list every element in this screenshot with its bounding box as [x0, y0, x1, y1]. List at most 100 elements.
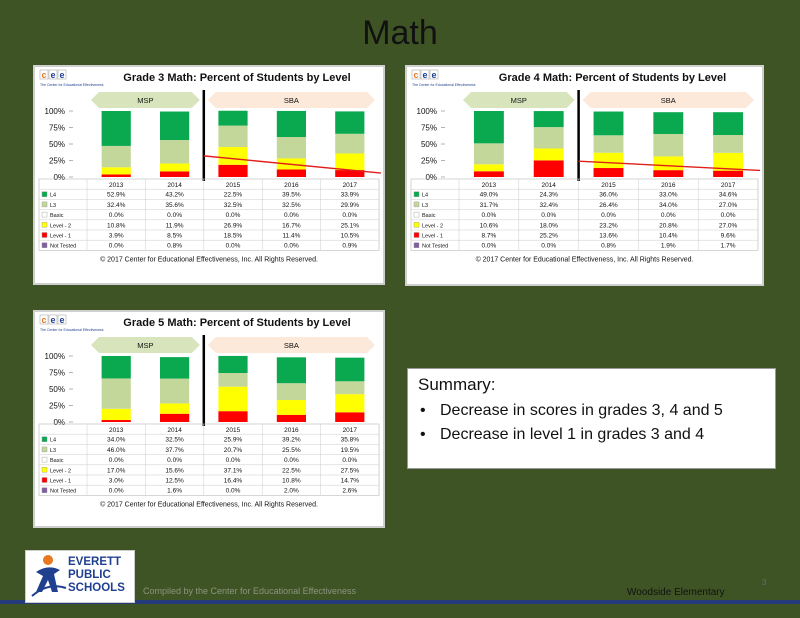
- y-tick-label: 75%: [421, 124, 437, 133]
- legend-swatch: [413, 211, 420, 218]
- data-label: 8.5%: [167, 233, 182, 240]
- y-tick-label: 0%: [53, 418, 65, 427]
- legend-swatch: [413, 191, 420, 197]
- x-tick-label: 2016: [661, 182, 676, 189]
- cee-logo-box: [39, 314, 49, 325]
- data-label: 0.0%: [721, 212, 736, 219]
- bar-segment: [473, 143, 504, 165]
- data-label: 2.0%: [284, 488, 299, 495]
- data-label: 16.4%: [224, 478, 243, 485]
- bar-segment: [160, 413, 190, 422]
- x-tick-label: 2016: [284, 427, 299, 434]
- x-tick-label: 2013: [109, 182, 124, 189]
- y-tick-label: 75%: [49, 369, 65, 378]
- footer-school: Woodside Elementary: [627, 587, 725, 598]
- x-tick-label: 2017: [721, 182, 736, 189]
- logo-line: EVERETT: [68, 556, 122, 568]
- group-band-label: MSP: [137, 96, 153, 105]
- cee-logo-box: [429, 69, 439, 80]
- data-label: 9.6%: [721, 233, 736, 240]
- data-label: 20.7%: [224, 447, 243, 454]
- legend-label: Not Tested: [422, 244, 448, 250]
- data-label: 32.5%: [224, 202, 243, 209]
- bar-segment: [218, 373, 248, 387]
- data-label: 0.0%: [481, 243, 496, 250]
- cee-logo-letter: e: [59, 70, 64, 80]
- data-label: 14.7%: [341, 478, 360, 485]
- data-label: 0.8%: [167, 243, 182, 250]
- data-label: 0.0%: [226, 243, 241, 250]
- cee-logo-letter: e: [50, 70, 55, 80]
- data-label: 1.7%: [721, 243, 736, 250]
- data-label: 0.0%: [167, 457, 182, 464]
- cee-logo-tagline: The Center for Educational Effectiveness: [412, 83, 476, 87]
- cee-logo-box: [48, 314, 58, 325]
- y-tick-label: 50%: [49, 140, 65, 149]
- chart-title: Grade 5 Math: Percent of Students by Lev…: [123, 317, 350, 329]
- legend-label: L3: [50, 203, 56, 209]
- bar-segment: [160, 403, 190, 414]
- legend-swatch: [413, 222, 420, 228]
- data-label: 0.0%: [342, 457, 357, 464]
- bar-segment: [160, 111, 190, 141]
- legend-label: Level - 1: [50, 234, 71, 240]
- legend-label: L4: [422, 193, 428, 199]
- bar-segment: [218, 110, 248, 126]
- legend-swatch: [41, 211, 48, 218]
- legend-label: L4: [50, 438, 56, 444]
- data-label: 13.6%: [599, 233, 618, 240]
- data-label: 35.8%: [341, 437, 360, 444]
- data-label: 0.0%: [481, 212, 496, 219]
- cee-logo-box: [48, 69, 58, 80]
- everett-public-schools-logo: EVERETT PUBLIC SCHOOLS: [25, 550, 135, 603]
- y-tick-label: 50%: [49, 385, 65, 394]
- bar-segment: [593, 168, 624, 177]
- bar-segment: [101, 420, 131, 422]
- data-label: 29.9%: [341, 202, 360, 209]
- bar-segment: [276, 414, 306, 422]
- cee-logo-tagline: The Center for Educational Effectiveness: [40, 328, 104, 332]
- group-band: [582, 92, 754, 108]
- cee-logo-box: [57, 69, 67, 80]
- x-tick-label: 2017: [343, 182, 358, 189]
- group-band: [207, 337, 375, 353]
- group-band: [91, 92, 200, 108]
- chart-title: Grade 3 Math: Percent of Students by Lev…: [123, 72, 350, 84]
- legend-swatch: [41, 232, 48, 238]
- data-label: 34.0%: [107, 437, 126, 444]
- data-label: 34.0%: [659, 202, 678, 209]
- bar-segment: [473, 111, 504, 144]
- chart-copyright: © 2017 Center for Educational Effectiven…: [100, 255, 318, 263]
- bar-segment: [335, 153, 365, 171]
- y-tick-label: 25%: [49, 157, 65, 166]
- data-label: 2.6%: [342, 488, 357, 495]
- bar-segment: [101, 378, 131, 409]
- y-tick-label: 100%: [417, 107, 437, 116]
- x-tick-label: 2014: [167, 182, 182, 189]
- data-label: 32.4%: [539, 202, 558, 209]
- bar-segment: [218, 411, 248, 422]
- bar-segment: [533, 160, 564, 177]
- legend-swatch: [41, 222, 48, 228]
- grade-3-math-chart: c e e The Center for Educational Effectiven…: [33, 65, 385, 285]
- data-label: 32.5%: [282, 202, 301, 209]
- data-label: 10.5%: [341, 233, 360, 240]
- logo-text: EVERETT PUBLIC SCHOOLS: [68, 556, 125, 595]
- data-label: 24.3%: [539, 192, 558, 199]
- cee-logo-letter: c: [41, 315, 46, 325]
- data-label: 0.0%: [284, 212, 299, 219]
- data-label: 26.9%: [224, 222, 243, 229]
- legend-swatch: [41, 242, 48, 248]
- y-tick-label: 50%: [421, 140, 437, 149]
- bar-segment: [653, 170, 684, 177]
- data-label: 10.4%: [659, 233, 678, 240]
- chart-copyright: © 2017 Center for Educational Effectiven…: [476, 255, 694, 263]
- cee-logo-box: [57, 314, 67, 325]
- bar-segment: [218, 164, 248, 177]
- bar-segment: [218, 125, 248, 148]
- data-label: 8.7%: [481, 233, 496, 240]
- data-label: 27.0%: [719, 222, 738, 229]
- group-band-label: SBA: [284, 96, 299, 105]
- logo-line: SCHOOLS: [68, 582, 125, 594]
- data-label: 0.0%: [541, 243, 556, 250]
